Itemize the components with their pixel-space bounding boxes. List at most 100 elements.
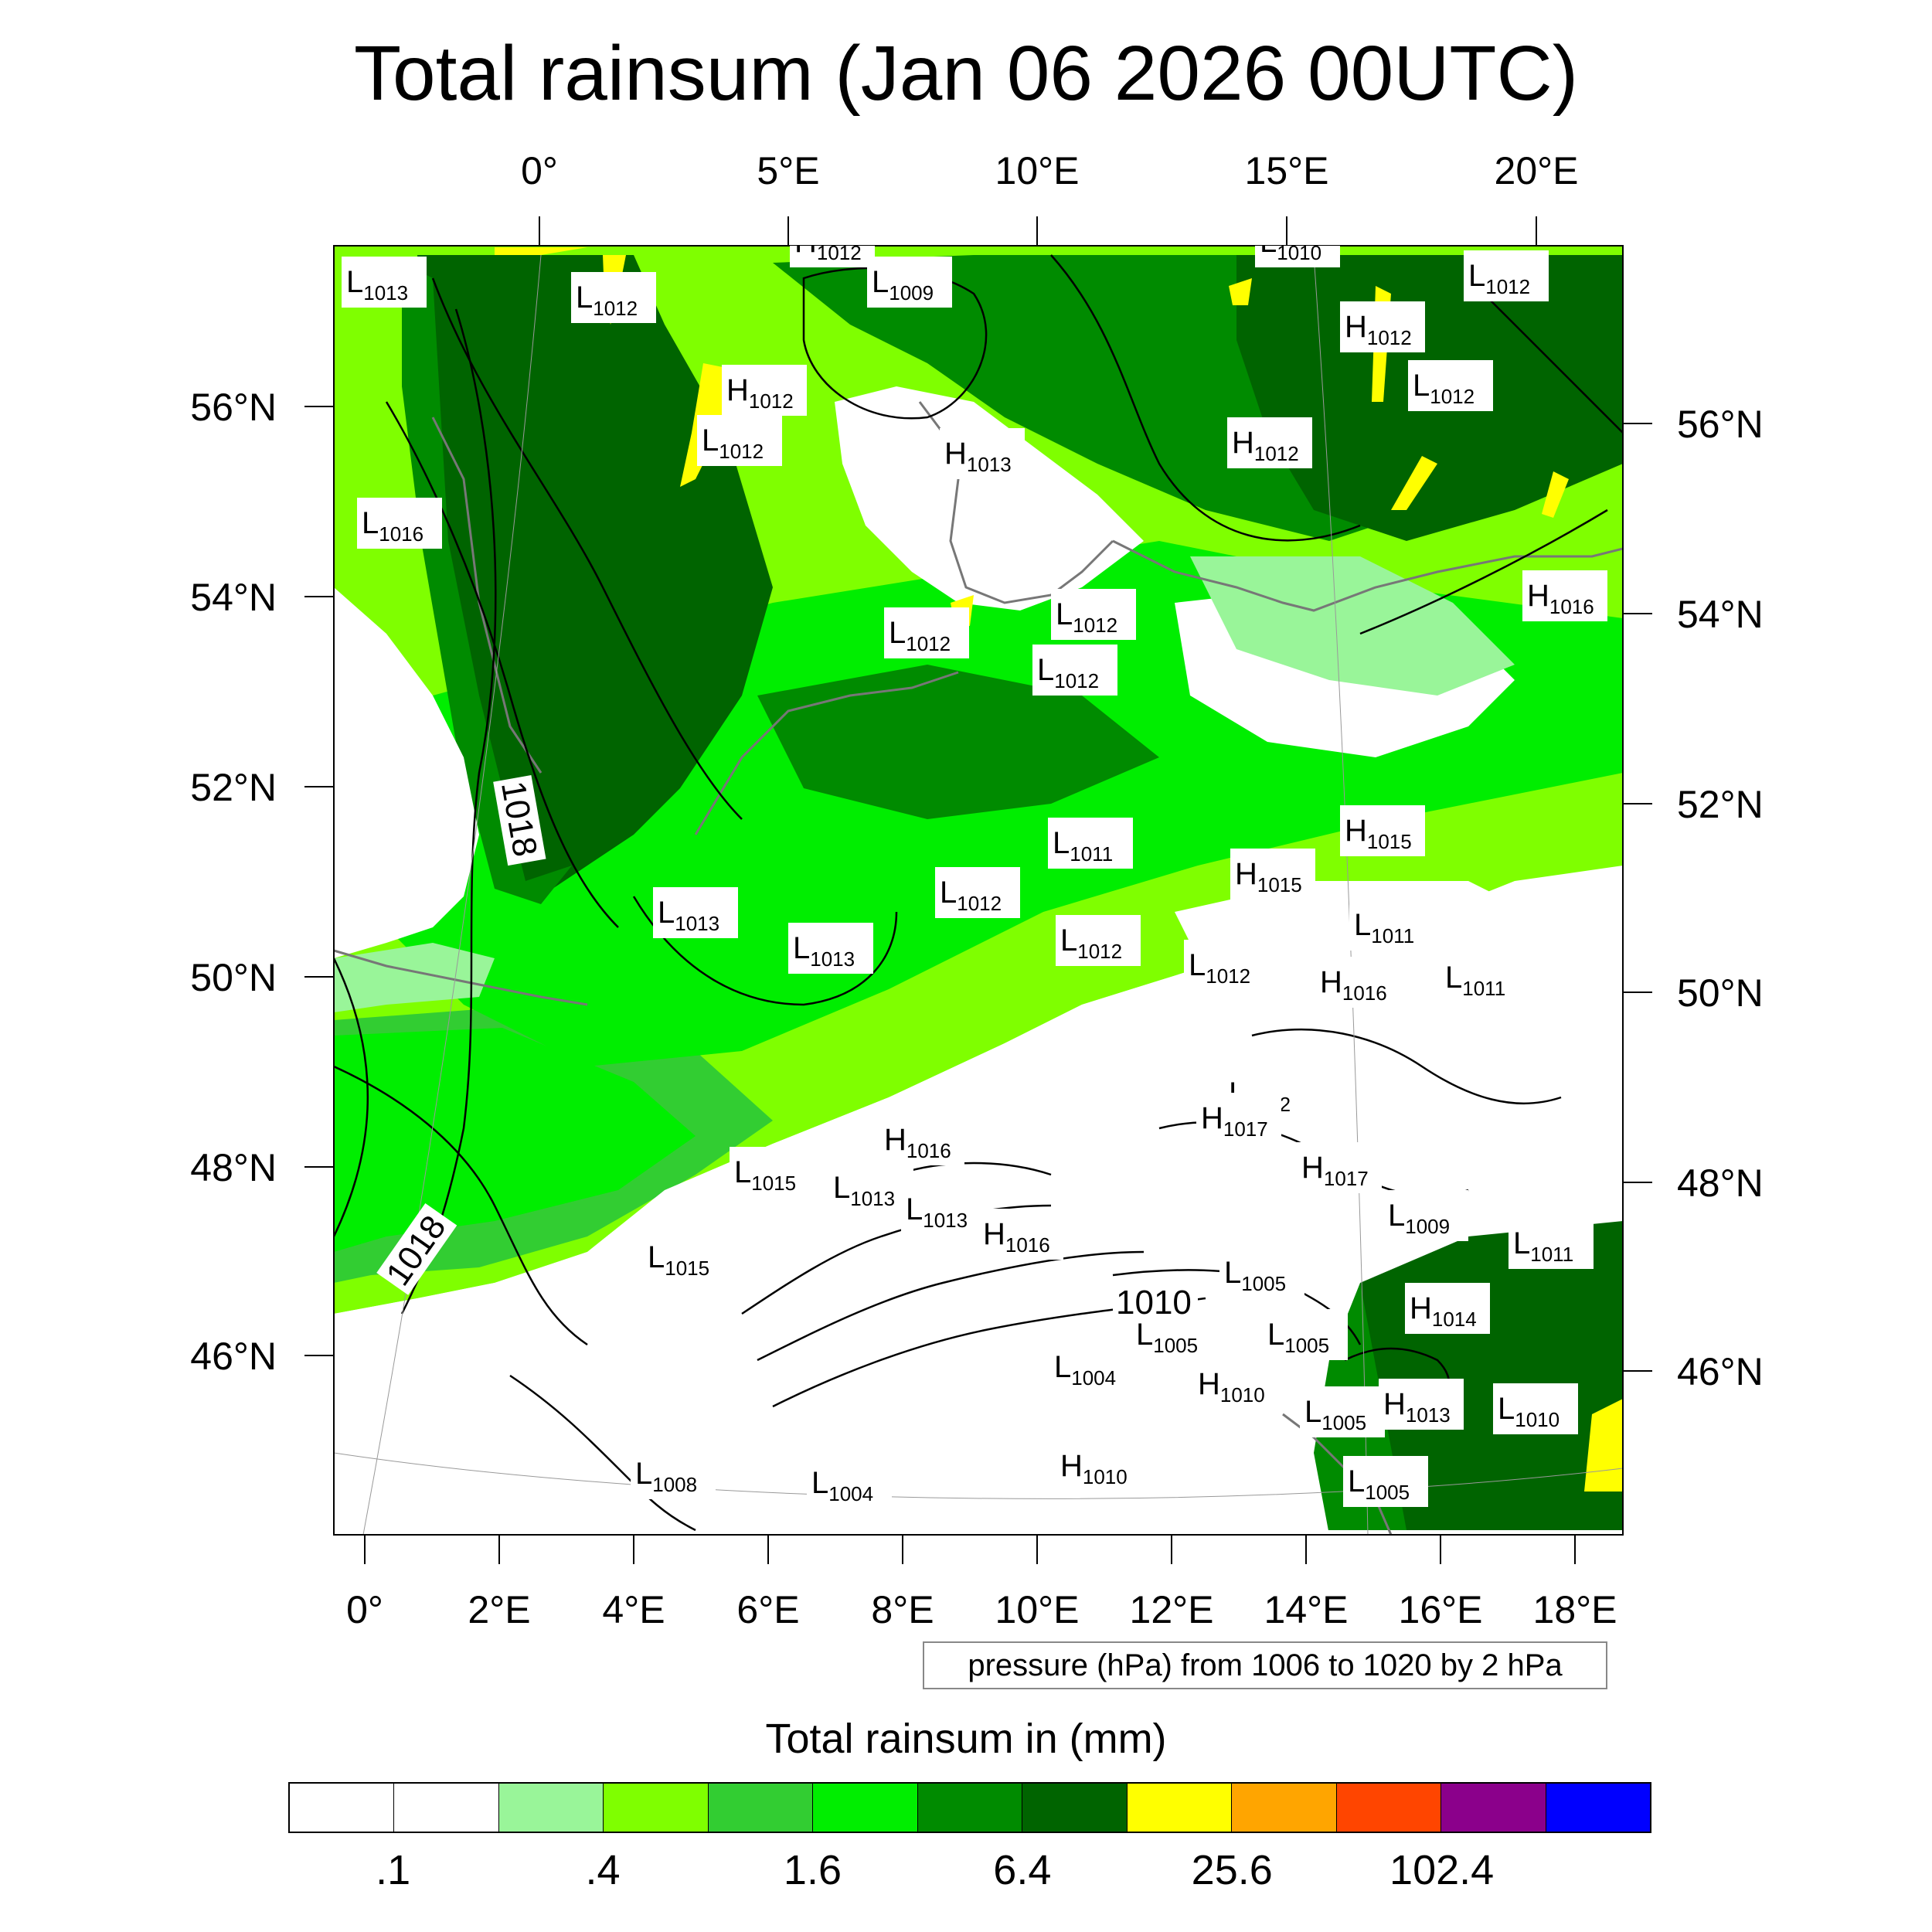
pressure-center-text: L1005 <box>1136 1318 1198 1357</box>
top-lon-labels: 0° 5°E 10°E 15°E 20°E <box>521 149 1578 192</box>
low-pressure-label: L1012 <box>1056 915 1141 966</box>
colorbar-segment <box>1546 1784 1651 1832</box>
colorbar-segment <box>290 1784 395 1832</box>
high-pressure-label: H1017 <box>1196 1093 1281 1144</box>
pressure-center-text: L1005 <box>1348 1464 1410 1504</box>
low-pressure-label: L1012 <box>571 272 656 323</box>
low-pressure-label: L1012 <box>1051 589 1136 640</box>
colorbar-segment <box>1336 1784 1442 1832</box>
bottom-ticks <box>364 1535 1576 1564</box>
low-pressure-label: L1011 <box>1349 900 1434 951</box>
low-pressure-label: L1012 <box>1032 645 1117 696</box>
pressure-center-text: H1016 <box>1320 965 1387 1005</box>
isobar <box>1468 277 1623 434</box>
rain-area-bright-south <box>334 1028 696 1252</box>
graticule-line <box>334 1452 1623 1499</box>
pressure-center-text: L1015 <box>734 1155 796 1195</box>
heavy-rain-patch <box>1584 1399 1623 1492</box>
isobar <box>1359 509 1608 635</box>
colorbar-segment <box>604 1784 709 1832</box>
low-pressure-label: L1012 <box>1184 940 1269 991</box>
low-pressure-label: L1011 <box>1440 952 1526 1003</box>
high-pressure-label: H1012 <box>1340 301 1425 352</box>
left-lat-label: 56°N <box>190 386 277 429</box>
pressure-center-text: L1005 <box>1267 1318 1329 1357</box>
pressure-center-text: H1016 <box>1527 579 1594 618</box>
rain-area-pale-west <box>334 943 495 1012</box>
pressure-center-text: H1012 <box>1345 310 1412 349</box>
isobar <box>757 1250 1145 1362</box>
low-pressure-label: L1016 <box>357 498 442 549</box>
graticule-line <box>362 254 542 1535</box>
low-pressure-label: L1010 <box>1255 246 1340 267</box>
left-lat-label: 48°N <box>190 1146 277 1189</box>
bottom-lon-label: 0° <box>346 1588 383 1631</box>
high-pressure-label: H1012 <box>722 365 807 416</box>
low-pressure-label: L1012 <box>1464 250 1549 301</box>
pressure-center-text: H1012 <box>794 225 862 264</box>
bottom-lon-labels: 0° 2°E 4°E 6°E 8°E 10°E 12°E 14°E 16°E 1… <box>346 1588 1617 1631</box>
rain-area-mid-west <box>402 263 572 904</box>
pressure-center-text: L1013 <box>793 931 855 971</box>
low-pressure-label: L1004 <box>807 1458 892 1509</box>
heavy-rain-patch <box>495 247 587 255</box>
isobar <box>385 401 619 928</box>
coastline <box>1112 539 1623 612</box>
pressure-center-text: L1009 <box>1388 1199 1450 1238</box>
map-frame <box>333 245 1624 1536</box>
pressure-center-text: H1012 <box>726 373 794 413</box>
low-pressure-label: L1012 <box>1408 360 1493 411</box>
pressure-center-text: L1016 <box>362 506 423 546</box>
colorbar-tick-label: .1 <box>376 1847 411 1893</box>
pressure-center-text: H1014 <box>1410 1291 1477 1331</box>
left-lat-label: 54°N <box>190 576 277 619</box>
pressure-center-text: L1012 <box>940 876 1002 915</box>
bottom-lon-label: 12°E <box>1130 1588 1214 1631</box>
pressure-center-text: L1011 <box>1445 961 1505 1000</box>
high-pressure-label: H1016 <box>978 1209 1063 1260</box>
colorbar-segment <box>394 1784 499 1832</box>
pressure-center-text: H1010 <box>1060 1449 1128 1488</box>
right-lat-label: 46°N <box>1677 1350 1764 1393</box>
isobar <box>1050 254 1361 542</box>
dry-area-england <box>334 587 479 958</box>
low-pressure-label: L1012 <box>884 607 969 658</box>
isobar <box>431 277 743 820</box>
bottom-lon-label: 14°E <box>1264 1588 1349 1631</box>
high-pressure-label: H1010 <box>1193 1359 1278 1410</box>
low-pressure-label: L1010 <box>1493 1383 1578 1434</box>
low-pressure-label: L1013 <box>828 1162 913 1213</box>
pressure-center-text: L1011 <box>1053 826 1113 866</box>
pressure-center-text: L1004 <box>1054 1350 1116 1389</box>
high-pressure-label: H1013 <box>940 428 1025 479</box>
low-pressure-label: L1012 <box>935 867 1020 918</box>
low-pressure-label: L1005 <box>1263 1309 1348 1360</box>
low-pressure-label: L1008 <box>631 1448 716 1499</box>
bottom-lon-label: 16°E <box>1399 1588 1483 1631</box>
pressure-center-text: L1013 <box>346 265 408 304</box>
colorbar-segment <box>1022 1784 1128 1832</box>
coastline <box>334 949 588 1006</box>
top-lon-label: 20°E <box>1495 149 1579 192</box>
right-ticks <box>1623 423 1652 1372</box>
rain-area-mid-center <box>757 665 1159 819</box>
coastlines <box>334 401 1623 1535</box>
pressure-center-text: H1015 <box>1345 814 1412 853</box>
colorbar-segment <box>917 1784 1023 1832</box>
colorbar-tick-label: 25.6 <box>1191 1847 1273 1893</box>
right-lat-labels: 56°N 54°N 52°N 50°N 48°N 46°N <box>1677 403 1764 1393</box>
left-lat-label: 52°N <box>190 766 277 809</box>
colorbar-segment <box>708 1784 814 1832</box>
top-lon-label: 10°E <box>995 149 1080 192</box>
pressure-contour-note: pressure (hPa) from 1006 to 1020 by 2 hP… <box>923 1641 1607 1689</box>
colorbar-segment <box>1127 1784 1233 1832</box>
isobar <box>896 1162 1052 1176</box>
colorbar-segment <box>1232 1784 1337 1832</box>
pressure-center-text: L1012 <box>1189 948 1250 988</box>
left-lat-label: 50°N <box>190 956 277 999</box>
low-pressure-label: L1005 <box>1300 1386 1385 1437</box>
low-pressure-label: L1015 <box>643 1232 728 1283</box>
isobar <box>1251 1028 1562 1105</box>
isobar <box>334 957 369 1237</box>
pressure-center-text: L1012 <box>702 423 764 463</box>
